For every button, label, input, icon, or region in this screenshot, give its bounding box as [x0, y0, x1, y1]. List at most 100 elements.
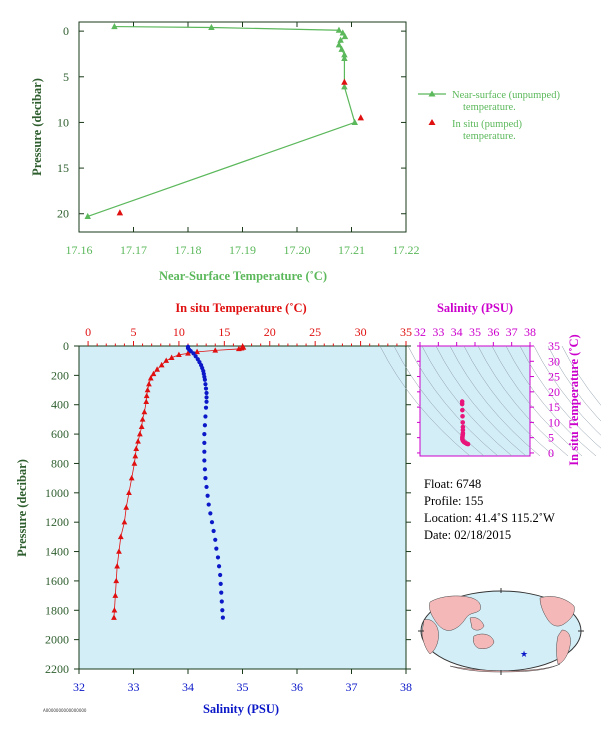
salinity-point [202, 449, 207, 454]
pressure-y-tick-label: 0 [63, 339, 69, 353]
profile-chart: 0 5 10 15 20 25 30 35 32 33 34 35 36 37 38 0 200 400 600… [15, 301, 412, 716]
unpumped-temperature-point [338, 45, 345, 52]
temperature-point [126, 489, 132, 496]
top-y-tick-label: 0 [63, 24, 69, 38]
salinity-x-tick-label: 36 [291, 680, 303, 694]
float-location-marker: ★ [520, 650, 528, 660]
salinity-point [205, 493, 210, 498]
top-x-ticks: 17.16 17.17 17.18 17.19 17.20 17.21 17.22 [66, 22, 420, 257]
salinity-point [202, 431, 207, 437]
pumped-temperature-point [116, 209, 124, 216]
profile-number: Profile: 155 [424, 494, 484, 508]
ts-y-tick-label: 0 [548, 446, 554, 460]
unpumped-temperature-point [339, 29, 347, 36]
ts-x-tick-label: 36 [487, 325, 499, 339]
temperature-point [135, 438, 141, 444]
top-x-tick-label: 17.21 [338, 243, 365, 257]
unpumped-temperature-point [335, 26, 343, 33]
ts-y-axis-label: In situ Temperature (˚C) [567, 334, 581, 465]
salinity-point [219, 599, 224, 604]
top-x-tick-label: 17.18 [175, 243, 202, 257]
footer-tag: A0000000000000000 [43, 708, 87, 713]
temperature-point [123, 504, 130, 510]
salinity-point [213, 537, 218, 542]
ts-x-tick-label: 37 [506, 325, 518, 339]
ts-y-tick-label: 35 [548, 339, 560, 353]
unpumped-temperature-point [208, 23, 215, 30]
temperature-point [235, 345, 242, 352]
ts-point [460, 413, 465, 419]
salinity-point [220, 615, 225, 620]
salinity-point [193, 354, 198, 359]
temperature-point [150, 370, 157, 377]
temp-x-tick-label: 5 [131, 325, 137, 339]
density-contour [561, 345, 601, 406]
temperature-point [111, 614, 117, 620]
top-series [84, 22, 365, 219]
top-legend: Near-surface (unpumped) temperature. In … [418, 90, 560, 142]
temp-x-tick-label: 0 [85, 325, 91, 339]
ts-plot-frame [419, 345, 531, 457]
salinity-point [219, 590, 224, 595]
pressure-y-tick-label: 1200 [45, 515, 69, 529]
top-x-tick-label: 17.17 [120, 243, 147, 257]
top-x-tick-label: 17.16 [66, 243, 93, 257]
ts-y-tick-label: 30 [548, 354, 560, 368]
profile-top-ticks: 0 5 10 15 20 25 30 35 [85, 325, 412, 346]
unpumped-temperature-point [341, 54, 348, 62]
pressure-y-tick-label: 800 [51, 456, 69, 470]
density-contour [547, 345, 601, 422]
pressure-y-tick-label: 400 [51, 398, 69, 412]
temperature-point [128, 474, 135, 481]
float-info: Float: 6748 Profile: 155 Location: 41.4˚… [424, 476, 555, 544]
temperature-point [168, 354, 175, 360]
salinity-x-tick-label: 38 [400, 680, 412, 694]
temperature-point [144, 386, 151, 393]
salinity-point [204, 399, 209, 404]
ts-series [459, 399, 471, 447]
salinity-x-tick-label: 35 [237, 680, 249, 694]
salinity-point [214, 546, 219, 551]
salinity-point [202, 423, 207, 428]
land-north-america [539, 596, 575, 627]
top-y-tick-label: 5 [63, 70, 69, 84]
legend-unpumped-marker [428, 90, 436, 97]
salinity-point [191, 351, 196, 356]
temperature-point [194, 348, 200, 355]
land-africa [421, 619, 439, 655]
density-contour [435, 345, 527, 457]
unpumped-temperature-point [341, 33, 349, 40]
temperature-point [143, 398, 150, 405]
temperature-point [121, 518, 128, 525]
temperature-point [116, 548, 122, 554]
ts-y-tick-label: 20 [548, 385, 560, 399]
salinity-x-tick-label: 32 [73, 680, 85, 694]
salinity-point [203, 382, 208, 387]
pressure-y-tick-label: 1400 [45, 545, 69, 559]
ts-x-tick-label: 38 [524, 325, 536, 339]
temperature-point [185, 350, 191, 356]
salinity-point [202, 377, 207, 382]
temperature-point [133, 445, 140, 452]
temperature-point [136, 430, 143, 437]
legend-pumped-label-1: In situ (pumped) [452, 119, 522, 130]
density-contour [519, 345, 601, 449]
salinity-x-tick-label: 37 [346, 680, 358, 694]
temp-x-tick-label: 35 [400, 325, 412, 339]
temperature-point [176, 351, 182, 358]
land-australia [472, 633, 495, 649]
profile-y-axis-label: Pressure (decibar) [15, 459, 29, 557]
top-x-tick-label: 17.20 [284, 243, 311, 257]
density-contour [393, 345, 485, 457]
temperature-point [131, 460, 138, 466]
temperature-point [111, 607, 118, 613]
legend-pumped-marker [428, 119, 436, 125]
density-contour [505, 345, 597, 457]
pressure-y-tick-label: 1000 [45, 486, 69, 500]
temp-x-tick-label: 15 [218, 325, 230, 339]
top-chart: 17.16 17.17 17.18 17.19 17.20 17.21 17.22 0 5 10… [30, 21, 560, 283]
unpumped-temperature-point [335, 41, 343, 48]
